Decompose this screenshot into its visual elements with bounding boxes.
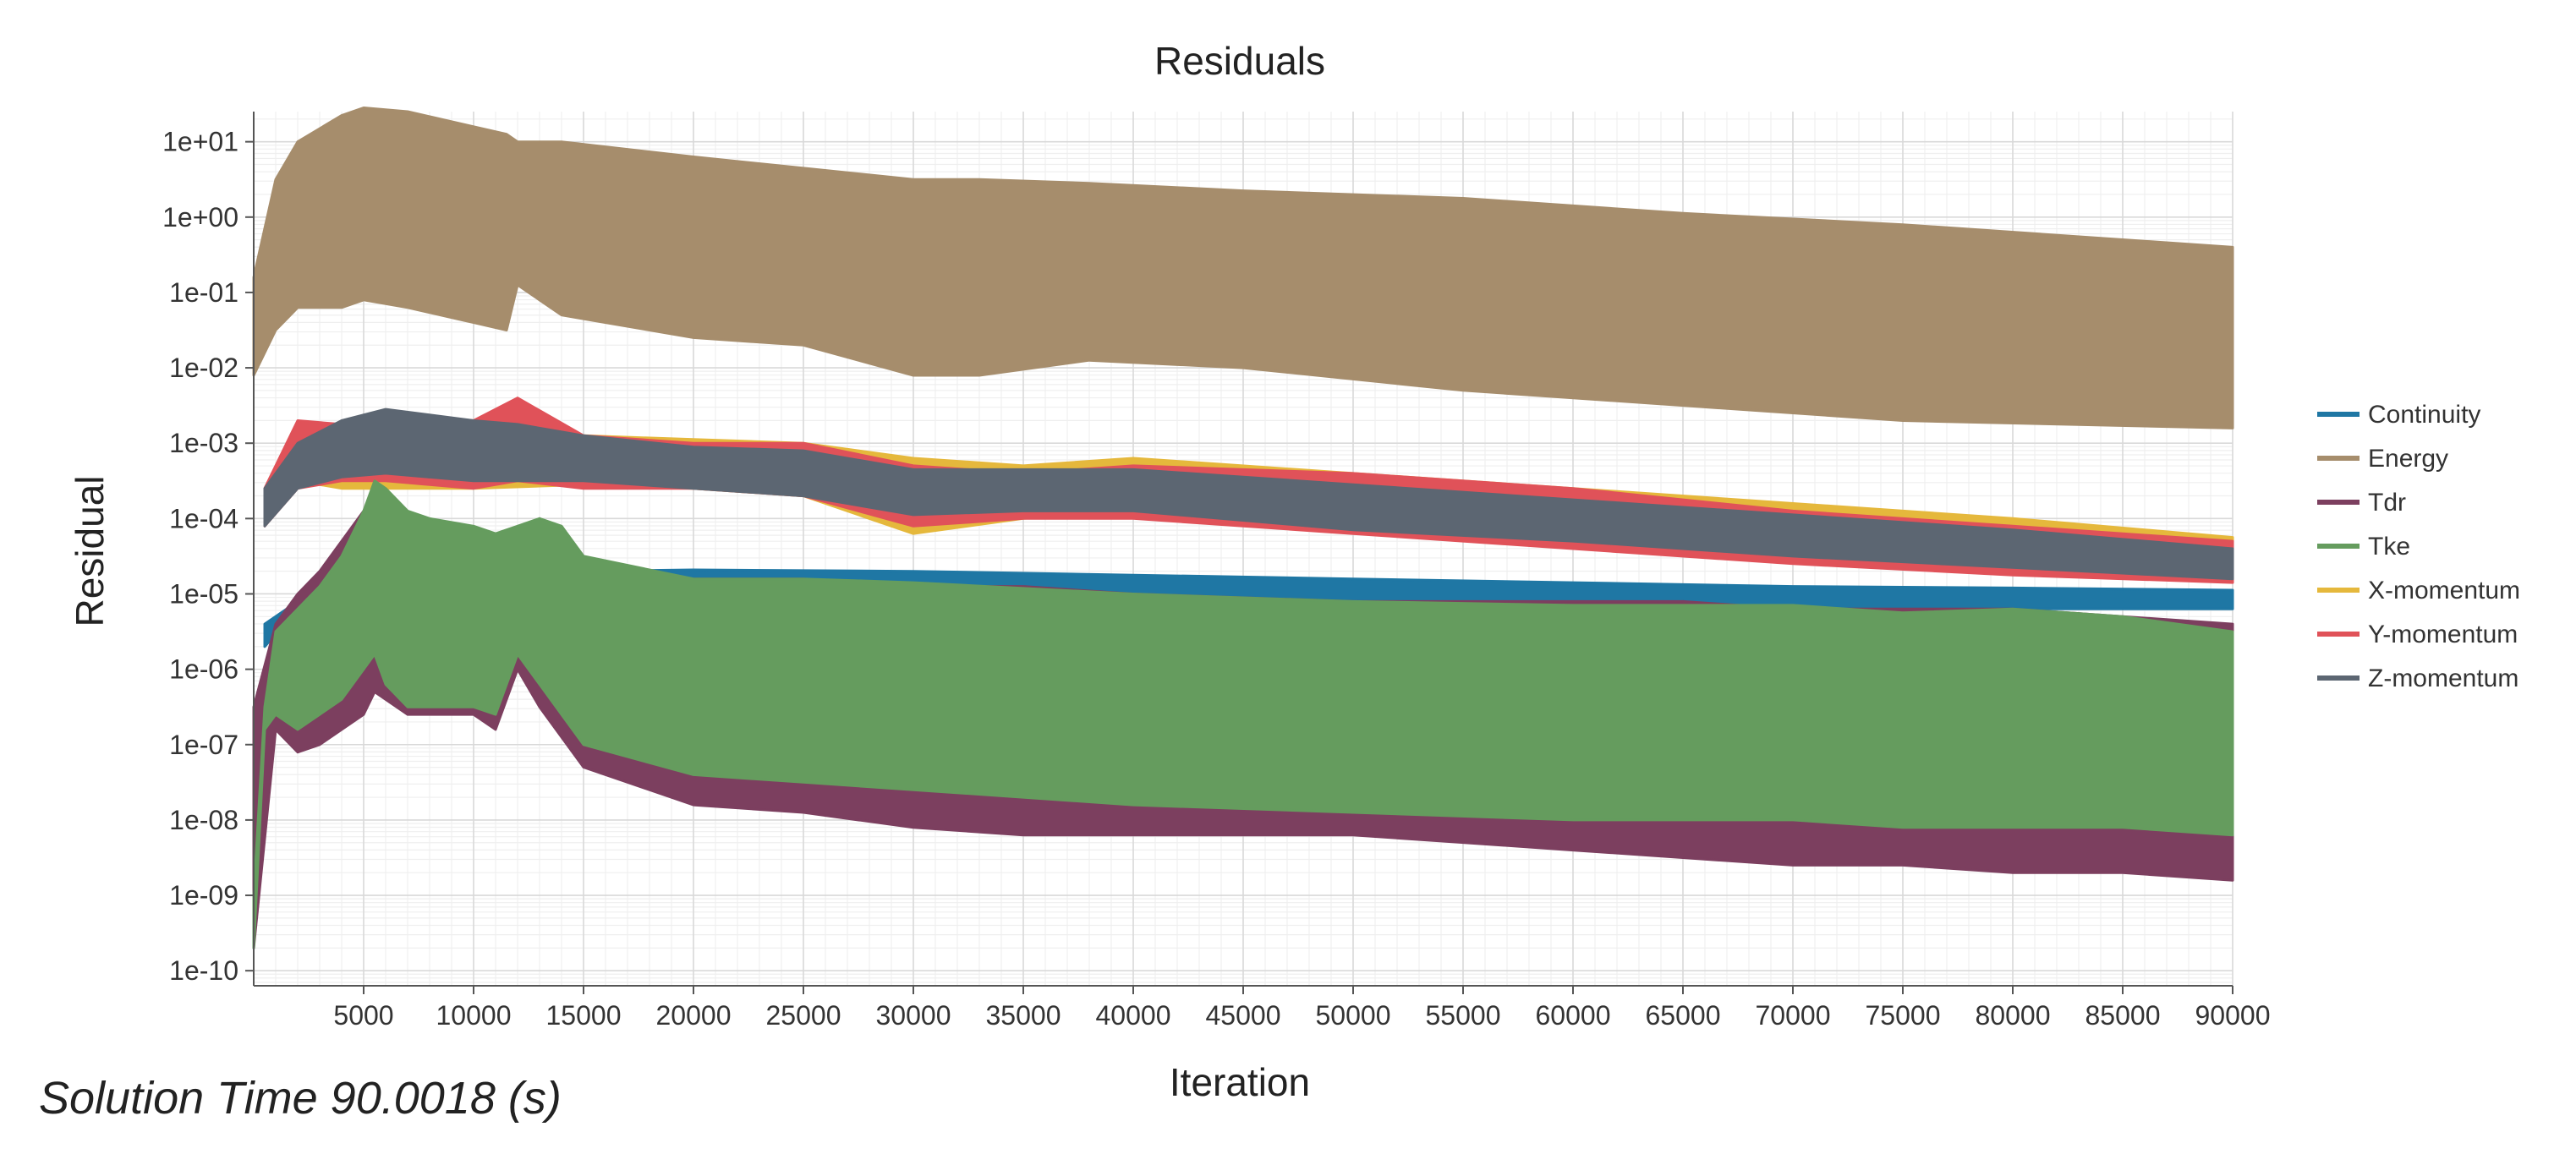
x-tick-label: 75000 bbox=[1866, 1000, 1941, 1031]
y-tick-label: 1e+01 bbox=[162, 127, 238, 157]
x-tick-label: 65000 bbox=[1646, 1000, 1721, 1031]
y-axis-ticks: 1e-10 1e-09 1e-08 1e-07 1e-06 1e-05 1e-04 1e-03… bbox=[162, 127, 254, 986]
band-tke bbox=[252, 479, 2234, 949]
x-tick-label: 55000 bbox=[1426, 1000, 1501, 1031]
y-tick-label: 1e-03 bbox=[169, 428, 238, 458]
y-tick-label: 1e-08 bbox=[169, 805, 238, 835]
x-tick-label: 35000 bbox=[986, 1000, 1061, 1031]
legend-label-z-momentum: Z-momentum bbox=[2368, 665, 2518, 692]
x-tick-label: 30000 bbox=[876, 1000, 951, 1031]
chart-title: Residuals bbox=[1154, 39, 1325, 83]
legend-label-tdr: Tdr bbox=[2368, 489, 2406, 517]
x-tick-label: 90000 bbox=[2195, 1000, 2271, 1031]
x-tick-label: 5000 bbox=[333, 1000, 393, 1031]
x-tick-label: 15000 bbox=[546, 1000, 622, 1031]
legend-label-energy: Energy bbox=[2368, 445, 2448, 473]
y-tick-label: 1e+00 bbox=[162, 202, 238, 232]
residual-bands bbox=[252, 107, 2234, 949]
legend-label-tke: Tke bbox=[2368, 533, 2410, 561]
legend: Continuity Energy Tdr Tke X-momentum Y-moment… bbox=[2317, 401, 2520, 692]
x-tick-label: 80000 bbox=[1976, 1000, 2051, 1031]
x-tick-label: 60000 bbox=[1536, 1000, 1611, 1031]
x-tick-label: 70000 bbox=[1756, 1000, 1831, 1031]
legend-label-x-momentum: X-momentum bbox=[2368, 577, 2520, 604]
x-tick-label: 10000 bbox=[436, 1000, 512, 1031]
x-tick-label: 50000 bbox=[1316, 1000, 1391, 1031]
y-tick-label: 1e-10 bbox=[169, 955, 238, 986]
legend-label-continuity: Continuity bbox=[2368, 401, 2480, 429]
y-tick-label: 1e-05 bbox=[169, 578, 238, 609]
band-energy bbox=[252, 107, 2234, 429]
y-tick-label: 1e-07 bbox=[169, 730, 238, 760]
x-tick-label: 45000 bbox=[1206, 1000, 1281, 1031]
legend-label-y-momentum: Y-momentum bbox=[2368, 621, 2518, 648]
solution-time-label: Solution Time 90.0018 (s) bbox=[39, 1073, 562, 1124]
y-tick-label: 1e-06 bbox=[169, 654, 238, 685]
x-axis-ticks: 5000 10000 15000 20000 25000 30000 35000 40000 4… bbox=[333, 986, 2270, 1031]
y-tick-label: 1e-09 bbox=[169, 880, 238, 911]
y-tick-label: 1e-01 bbox=[169, 277, 238, 308]
y-axis-label: Residual bbox=[68, 476, 112, 627]
y-tick-label: 1e-04 bbox=[169, 503, 238, 533]
x-tick-label: 25000 bbox=[766, 1000, 841, 1031]
y-tick-label: 1e-02 bbox=[169, 353, 238, 383]
x-tick-label: 40000 bbox=[1096, 1000, 1171, 1031]
band-z-momentum bbox=[263, 407, 2234, 581]
x-axis-label: Iteration bbox=[1170, 1060, 1310, 1104]
x-tick-label: 85000 bbox=[2085, 1000, 2161, 1031]
x-tick-label: 20000 bbox=[656, 1000, 732, 1031]
